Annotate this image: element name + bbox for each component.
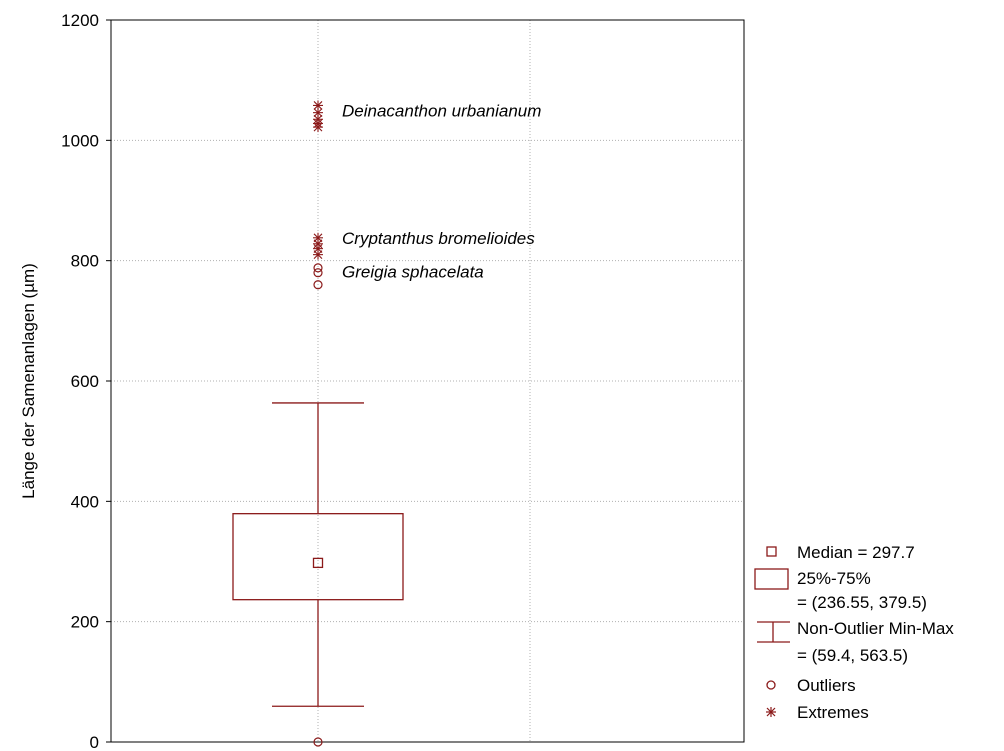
legend-whisker-value: = (59.4, 563.5) (797, 646, 908, 665)
legend: Median = 297.7 25%-75% = (236.55, 379.5)… (754, 543, 954, 722)
y-tick-label: 600 (71, 372, 99, 391)
annotation-label: Deinacanthon urbanianum (342, 101, 541, 120)
y-tick-label: 200 (71, 613, 99, 632)
gridlines (111, 20, 744, 742)
outlier-point (313, 280, 323, 290)
y-tick-label: 1200 (61, 11, 99, 30)
y-tick-label: 400 (71, 492, 99, 511)
annotation-label: Greigia sphacelata (342, 262, 484, 281)
extreme-point (313, 232, 323, 243)
median-marker (312, 557, 324, 569)
legend-box-label: 25%-75% (797, 569, 871, 588)
outlier-point (313, 263, 323, 273)
y-tick-label: 0 (90, 733, 99, 751)
legend-whisker-symbol (757, 621, 790, 643)
outlier-points (313, 100, 323, 747)
box-plot-series (232, 402, 404, 707)
legend-extremes-text: Extremes (797, 703, 869, 722)
legend-outlier-symbol (766, 680, 776, 690)
extreme-point (313, 100, 323, 111)
legend-box-symbol (754, 568, 789, 590)
y-axis-ticks: 0 200 400 600 800 1000 1200 (61, 11, 111, 751)
legend-median-symbol (766, 546, 777, 557)
y-axis-label: Länge der Samenanlagen (µm) (19, 263, 38, 499)
iqr-box (232, 513, 404, 601)
outlier-point (313, 737, 323, 747)
y-tick-label: 800 (71, 252, 99, 271)
plot-frame (110, 19, 745, 743)
legend-extreme-symbol (766, 707, 776, 717)
legend-whisker-label: Non-Outlier Min-Max (797, 619, 954, 638)
outlier-point (313, 268, 323, 278)
legend-median-text: Median = 297.7 (797, 543, 915, 562)
annotation-label: Cryptanthus bromelioides (342, 229, 535, 248)
y-tick-label: 1000 (61, 131, 99, 150)
extreme-point (313, 107, 323, 118)
legend-box-value: = (236.55, 379.5) (797, 593, 927, 612)
extreme-point (313, 114, 323, 125)
annotations: Deinacanthon urbanianum Cryptanthus brome… (342, 101, 541, 281)
legend-outliers-text: Outliers (797, 676, 856, 695)
